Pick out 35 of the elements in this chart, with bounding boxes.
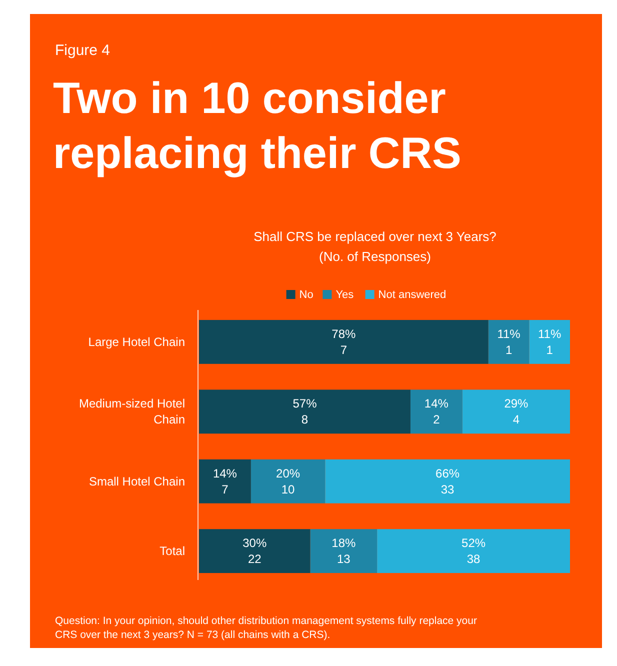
data-label: 14% 7 — [212, 466, 238, 496]
legend-label: Yes — [336, 289, 354, 301]
bar — [488, 320, 530, 364]
data-label: 57% 8 — [292, 396, 318, 427]
bar — [199, 529, 310, 574]
caption: Figure 4 — [55, 42, 110, 59]
data-label: 78% 7 — [332, 326, 356, 357]
y-tick-label: Small Hotel Chain — [88, 474, 185, 488]
data-label: 11% 1 — [497, 326, 521, 357]
data-label: 29% 4 — [504, 396, 529, 427]
bar — [529, 320, 570, 364]
bar — [310, 529, 378, 574]
bar — [377, 529, 570, 574]
chart-subtitle: Shall CRS be replaced over next 3 Years? (No. of Responses) — [254, 229, 496, 264]
bar — [250, 459, 326, 504]
data-label: 20% 10 — [276, 466, 300, 496]
data-label: 30% 22 — [242, 536, 267, 566]
bar — [325, 459, 570, 504]
y-tick-label: Total — [160, 544, 185, 558]
y-tick-label: Large Hotel Chain — [88, 334, 185, 349]
legend-label: Not answered — [378, 289, 446, 301]
data-label: 66% 33 — [436, 466, 460, 496]
data-label: 52% 38 — [462, 536, 486, 566]
data-label: 11% 1 — [538, 326, 562, 357]
bar — [462, 390, 570, 434]
legend-label: No — [299, 289, 314, 301]
chart-title: Two in 10 consider replacing their CRS — [53, 74, 462, 178]
y-tick-label: Medium-sized Hotel Chain — [78, 396, 185, 427]
bar — [410, 390, 462, 434]
data-label: 14% 2 — [424, 396, 449, 427]
bar — [199, 320, 488, 364]
text: Question: In your opinion, should other distribution management systems fully replace your CRS over the next 3 years? N = 73 (all chains with a CRS). — [55, 615, 478, 641]
data-label: 18% 13 — [332, 536, 356, 566]
bar — [199, 459, 251, 504]
bar — [199, 390, 410, 434]
